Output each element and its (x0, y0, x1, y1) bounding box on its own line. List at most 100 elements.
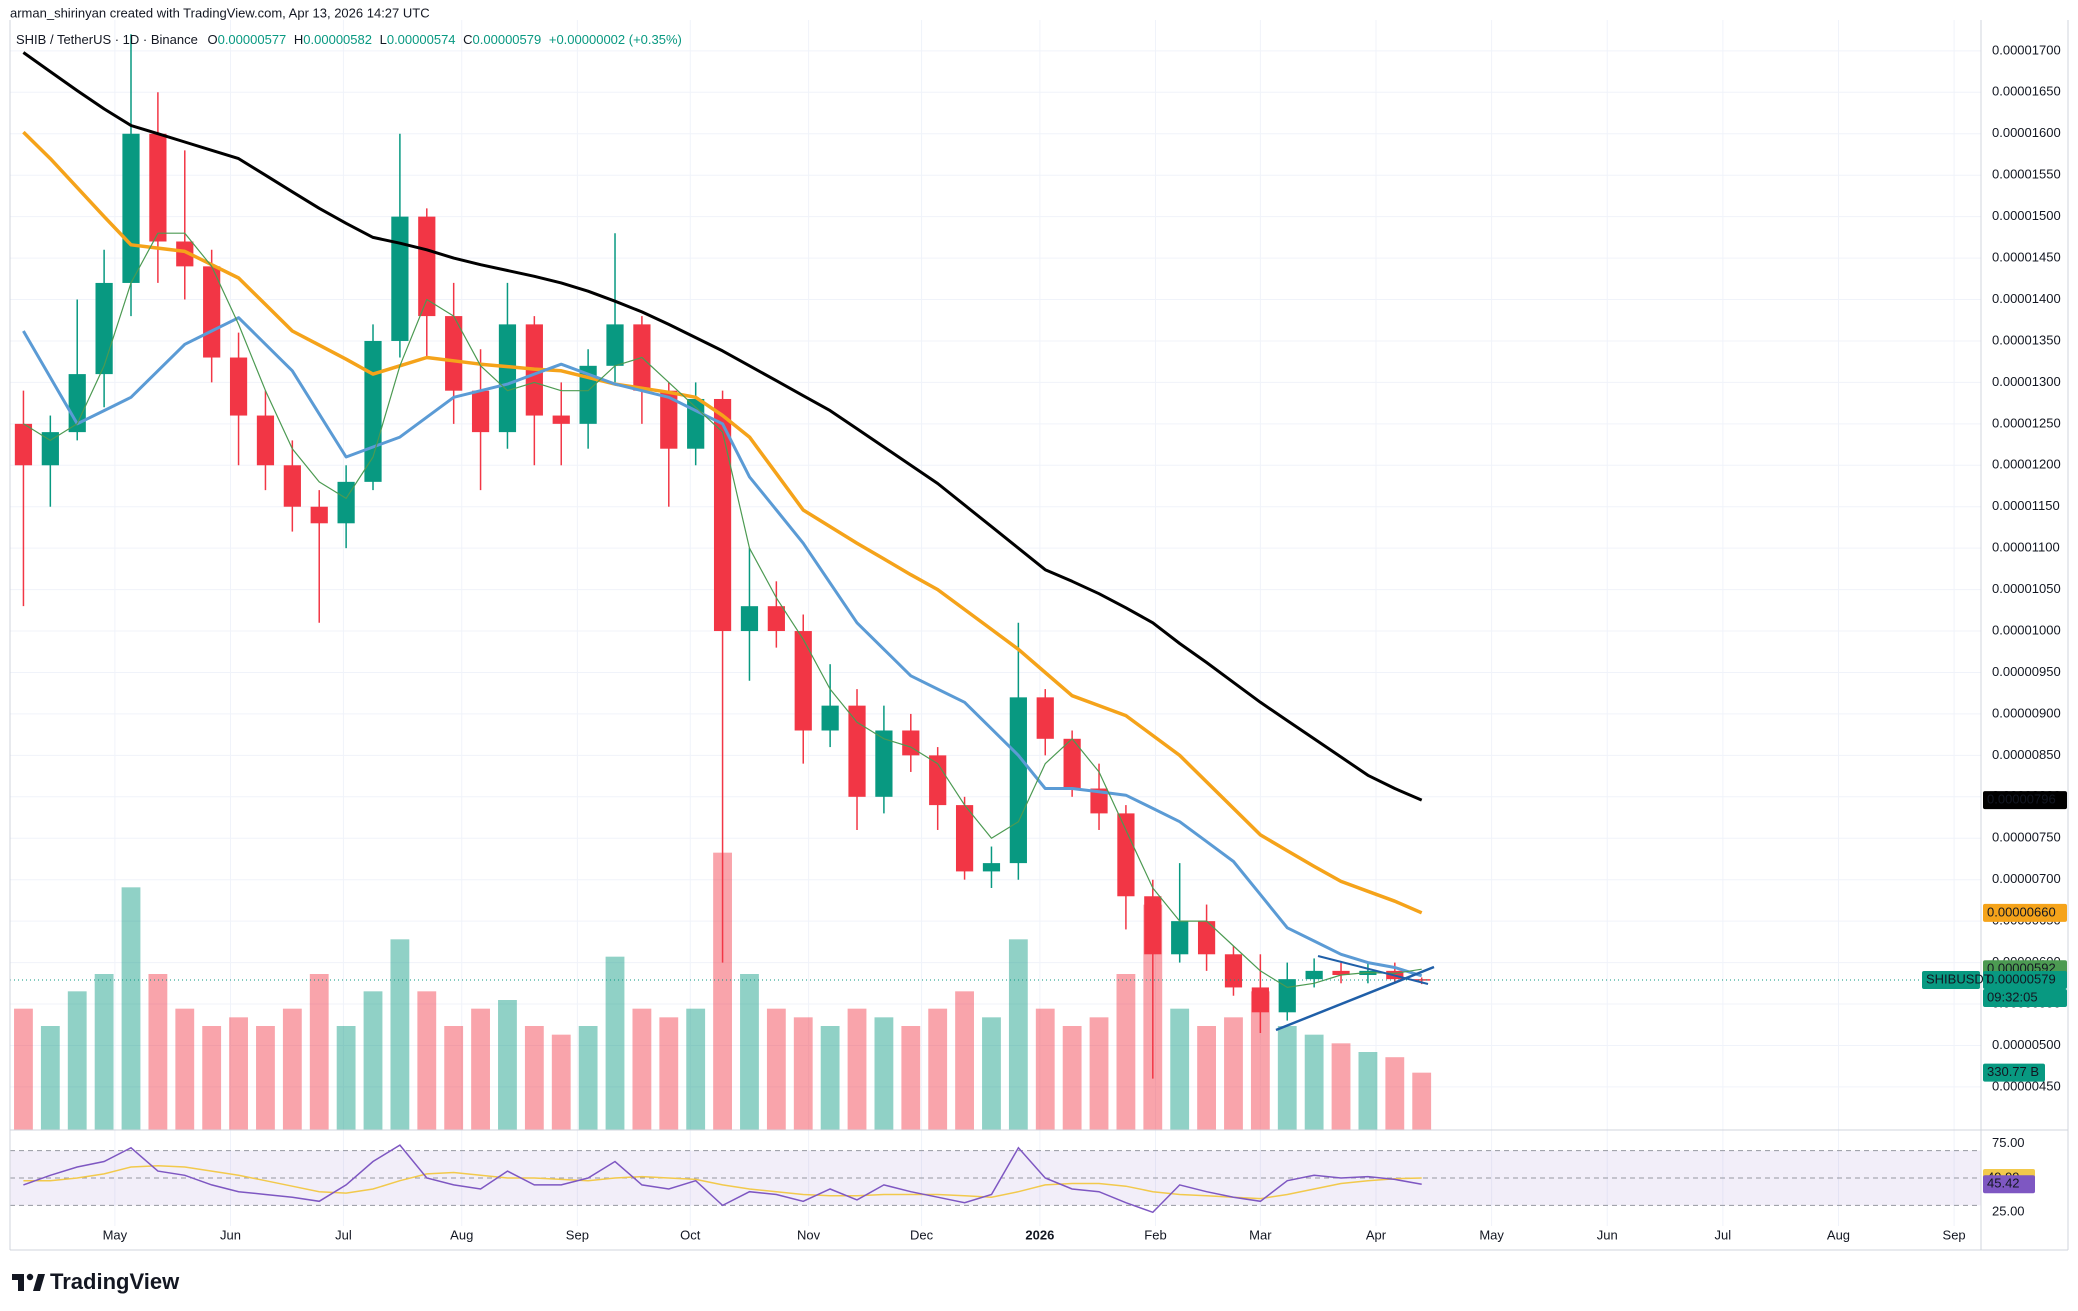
y-tick-label: 0.00001450 (1992, 250, 2061, 265)
y-tick-label: 0.00001600 (1992, 125, 2061, 140)
volume-bar (955, 991, 974, 1130)
x-tick-label: Sep (1943, 1227, 1966, 1242)
volume-label: 330.77 B (1987, 1064, 2039, 1079)
candle-body (176, 241, 194, 267)
countdown-label: 09:32:05 (1987, 989, 2038, 1004)
logo-shape (33, 1274, 45, 1291)
moving-average-layer (10, 51, 1981, 988)
volume-bar (336, 1026, 356, 1130)
candle-body (122, 133, 140, 283)
legend-line: SHIB / TetherUS · 1D · Binance O0.000005… (16, 32, 682, 47)
candle-body (41, 432, 59, 466)
candle-body (149, 133, 167, 242)
ohlc-key: H (294, 32, 303, 47)
price-label-bg (1983, 970, 2067, 989)
candle-body (660, 390, 678, 449)
candle-body (283, 465, 301, 507)
volume-label-bg (1983, 1063, 2045, 1082)
brand-name: TradingView (50, 1269, 180, 1294)
y-tick-label: 0.00001100 (1992, 540, 2060, 555)
candle-body (1413, 979, 1431, 981)
volume-bar (1412, 1072, 1432, 1130)
candle-body (713, 398, 732, 632)
volume-bar (202, 1026, 222, 1130)
candle-body (606, 324, 624, 366)
candle-body (1009, 697, 1027, 864)
y-tick-label: 0.00001000 (1992, 622, 2061, 637)
y-tick-label: 0.00000750 (1992, 830, 2061, 845)
volume-bar (363, 991, 383, 1130)
price-label: 0.00000579 (1987, 971, 2056, 986)
volume-bar (1304, 1034, 1324, 1130)
candle-body (794, 631, 812, 731)
volume-bar (874, 1017, 894, 1130)
y-tick-label: 0.00000450 (1992, 1078, 2061, 1093)
y-tick-label: 0.00001400 (1992, 291, 2061, 306)
y-tick-label: 0.00000900 (1992, 705, 2061, 720)
candle-body (498, 324, 517, 433)
credit-line: arman_shirinyan created with TradingView… (10, 5, 430, 20)
candle-body (418, 216, 436, 317)
candle-body (445, 316, 463, 391)
volume-bar (766, 1008, 786, 1130)
x-tick-label: Feb (1144, 1227, 1166, 1242)
volume-bar (256, 1026, 275, 1130)
y-tick-label: 0.00001550 (1992, 167, 2061, 182)
volume-bar (94, 974, 114, 1130)
symbol-tag: SHIBUSDT (1926, 971, 1992, 986)
x-tick-label: May (1479, 1227, 1504, 1242)
x-tick-label: Jun (1597, 1227, 1618, 1242)
volume-bar (901, 1026, 921, 1130)
volume-bar (390, 939, 410, 1130)
candle-body (982, 863, 1001, 872)
x-tick-label: May (103, 1227, 128, 1242)
moving-average-line (22, 316, 1423, 978)
volume-bar (659, 1017, 679, 1130)
y-tick-label: 0.00001200 (1992, 457, 2061, 472)
candle-body (1251, 987, 1269, 1013)
countdown-label-bg (1983, 988, 2067, 1007)
candle-body (256, 415, 275, 466)
volume-bar (417, 991, 437, 1130)
rsi-tick-label: 25.00 (1992, 1204, 2025, 1219)
candle-body (740, 606, 759, 632)
ohlc-value: 0.00000579 (473, 32, 542, 47)
volume-bar (820, 1026, 840, 1130)
ohlc-key: O (207, 32, 217, 47)
ohlc-key: L (380, 32, 387, 47)
candle-body (767, 606, 785, 632)
moving-average-line (23, 232, 1422, 988)
candle-body (1224, 954, 1243, 988)
y-tick-label: 0.00000950 (1992, 664, 2061, 679)
y-tick-label: 0.00001150 (1992, 498, 2060, 513)
candle-body (821, 705, 839, 731)
volume-bar (471, 1008, 490, 1130)
candle-body (471, 390, 490, 433)
x-tick-label: Sep (566, 1227, 589, 1242)
rsi-tick-label: 75.00 (1992, 1135, 2025, 1150)
volume-bar (982, 1017, 1001, 1130)
y-tick-label: 0.00001250 (1992, 415, 2061, 430)
volume-bar (686, 1008, 706, 1130)
volume-bar (1385, 1057, 1405, 1130)
tag-layer: 0.000007960.000006600.000005840.00000592… (1922, 791, 2067, 1194)
volume-bar (148, 974, 168, 1130)
x-tick-label: Jul (335, 1227, 352, 1242)
candle-body (902, 730, 920, 756)
grid-layer (10, 20, 1981, 1226)
candle-body (1090, 788, 1108, 814)
x-tick-label: Jul (1715, 1227, 1732, 1242)
x-tick-label: Aug (1827, 1227, 1850, 1242)
change: +0.00000002 (+0.35%) (549, 32, 682, 47)
candle-body (1278, 979, 1296, 1013)
volume-bar (793, 1017, 813, 1130)
rsi-layer (10, 1144, 1981, 1214)
volume-bar (928, 1008, 948, 1130)
candle-body (1197, 921, 1216, 955)
volume-bar (1358, 1052, 1378, 1130)
x-tick-label: Apr (1366, 1227, 1387, 1242)
candle-layer (14, 34, 1431, 1079)
candle-body (875, 730, 893, 797)
